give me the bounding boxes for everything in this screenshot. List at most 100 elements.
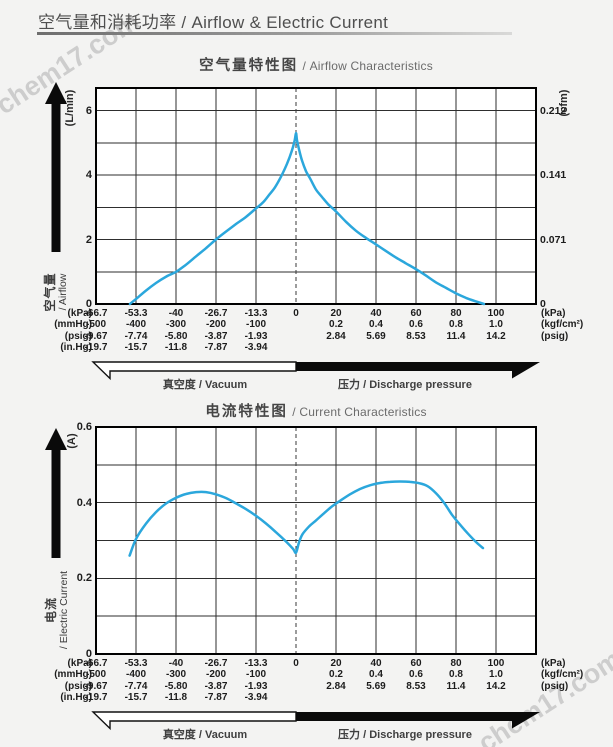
x-tick-label: 40 <box>370 657 382 669</box>
x-axis-left-unit: (kPa) <box>67 307 92 319</box>
x-tick-label: 11.4 <box>446 330 466 342</box>
vacuum-range-label-bottom: 真空度 / Vacuum <box>162 729 248 741</box>
x-tick-label: -7.87 <box>204 342 228 353</box>
x-axis-left-unit: (mmHg) <box>54 669 92 680</box>
x-tick-label: 0.8 <box>449 319 463 330</box>
airflow-chart-svg <box>95 87 537 306</box>
x-axis-left-unit: (mmHg) <box>54 319 92 330</box>
x-tick-label: 1.0 <box>489 669 503 680</box>
x-tick-label: 80 <box>450 307 462 319</box>
x-tick-label: -200 <box>205 319 226 330</box>
x-tick-label: 8.53 <box>406 330 426 342</box>
x-tick-label: 0 <box>293 657 299 669</box>
airflow-y-tick-label: 0 <box>85 298 92 310</box>
x-axis-right-unit: (psig) <box>541 680 569 692</box>
x-tick-label: -11.8 <box>164 342 188 353</box>
current-chart-title-zh: 电流特性图 <box>205 404 288 420</box>
x-tick-label: -26.7 <box>204 657 228 669</box>
x-tick-label: -7.87 <box>204 692 228 703</box>
x-tick-label: -1.93 <box>244 680 268 692</box>
airflow-chart-title-zh: 空气量特性图 <box>199 58 299 74</box>
airflow-right-tick-label: 0.212 <box>540 104 567 117</box>
x-tick-label: -400 <box>125 669 146 680</box>
x-tick-label: 11.4 <box>446 680 466 692</box>
x-tick-label: 5.69 <box>366 330 386 342</box>
header-divider <box>37 32 512 35</box>
x-tick-label: 100 <box>487 307 505 319</box>
x-tick-label: 20 <box>330 657 342 669</box>
x-tick-label: 0.2 <box>329 669 343 680</box>
x-tick-label: -19.7 <box>84 692 108 703</box>
x-tick-label: -200 <box>205 669 226 680</box>
x-tick-label: 2.84 <box>326 330 346 342</box>
x-tick-label: -100 <box>245 669 266 680</box>
x-tick-label: 0.4 <box>369 669 383 680</box>
airflow-chart-title: 空气量特性图 / Airflow Characteristics <box>96 54 536 75</box>
x-tick-label: -53.3 <box>124 307 148 319</box>
x-tick-label: -3.87 <box>204 330 228 342</box>
x-axis-left-unit: (in.Hg) <box>60 342 92 353</box>
x-tick-label: 20 <box>330 307 342 319</box>
x-tick-label: -100 <box>245 319 266 330</box>
x-tick-label: -15.7 <box>124 342 148 353</box>
x-tick-label: 60 <box>410 657 422 669</box>
x-tick-label: 0.8 <box>449 669 463 680</box>
x-tick-label: 8.53 <box>406 680 426 692</box>
x-tick-label: -66.7 <box>84 657 108 669</box>
x-tick-label: 100 <box>487 657 505 669</box>
x-tick-label: 0.4 <box>369 319 383 330</box>
page-title: 空气量和消耗功率 / Airflow & Electric Current <box>38 13 389 32</box>
x-tick-label: -13.3 <box>244 307 268 319</box>
x-tick-label: -7.74 <box>124 330 148 342</box>
airflow-right-tick-label: 0.071 <box>540 233 567 246</box>
x-tick-label: -300 <box>165 319 186 330</box>
airflow-y-tick-label: 4 <box>85 169 92 182</box>
current-y-tick-label: 0.6 <box>76 421 92 433</box>
airflow-y-tick-label: 6 <box>85 104 92 117</box>
airflow-y-tick-label: 2 <box>85 233 92 246</box>
current-chart-title: 电流特性图 / Current Characteristics <box>96 400 536 421</box>
x-axis-right-unit: (kgf/cm²) <box>541 319 584 330</box>
x-tick-label: -40 <box>168 657 184 669</box>
x-tick-label: -500 <box>85 319 106 330</box>
airflow-chart-title-en: / Airflow Characteristics <box>302 59 433 73</box>
x-tick-label: 0.6 <box>409 319 423 330</box>
x-axis-right-unit: (psig) <box>541 330 569 342</box>
current-chart-title-en: / Current Characteristics <box>292 405 427 419</box>
x-axis-right-unit: (kgf/cm²) <box>541 669 584 680</box>
x-tick-label: -9.67 <box>84 680 108 692</box>
x-axis-right-unit: (kPa) <box>541 307 566 319</box>
x-tick-label: -13.3 <box>244 657 268 669</box>
current-curve <box>128 480 485 557</box>
pressure-range-label-top: 压力 / Discharge pressure <box>338 379 472 391</box>
x-tick-label: -66.7 <box>84 307 108 319</box>
x-axis-right-unit: (kPa) <box>541 657 566 669</box>
x-tick-label: -26.7 <box>204 307 228 319</box>
x-tick-label: 0.2 <box>329 319 343 330</box>
current-y-tick-label: 0.2 <box>76 572 92 585</box>
x-tick-label: -3.87 <box>204 680 228 692</box>
x-tick-label: 0.6 <box>409 669 423 680</box>
x-tick-label: -400 <box>125 319 146 330</box>
x-axis-left-unit: (psig) <box>64 680 92 692</box>
pressure-range-label-bottom: 压力 / Discharge pressure <box>338 729 472 741</box>
x-tick-label: -9.67 <box>84 330 108 342</box>
x-tick-label: -40 <box>168 307 184 319</box>
x-tick-label: 40 <box>370 307 382 319</box>
current-y-tick-label: 0 <box>85 648 92 660</box>
x-tick-label: 80 <box>450 657 462 669</box>
x-tick-label: 60 <box>410 307 422 319</box>
airflow-right-tick-label: 0 <box>540 298 546 310</box>
x-axis-left-unit: (psig) <box>64 330 92 342</box>
x-tick-label: 14.2 <box>486 330 506 342</box>
current-chart-svg <box>95 426 537 655</box>
x-tick-label: -53.3 <box>124 657 148 669</box>
x-tick-label: -5.80 <box>164 330 188 342</box>
x-tick-label: -3.94 <box>244 342 268 353</box>
x-tick-label: -500 <box>85 669 106 680</box>
airflow-right-tick-label: 0.141 <box>540 169 567 182</box>
x-tick-label: -11.8 <box>164 692 188 703</box>
x-tick-label: 5.69 <box>366 680 386 692</box>
